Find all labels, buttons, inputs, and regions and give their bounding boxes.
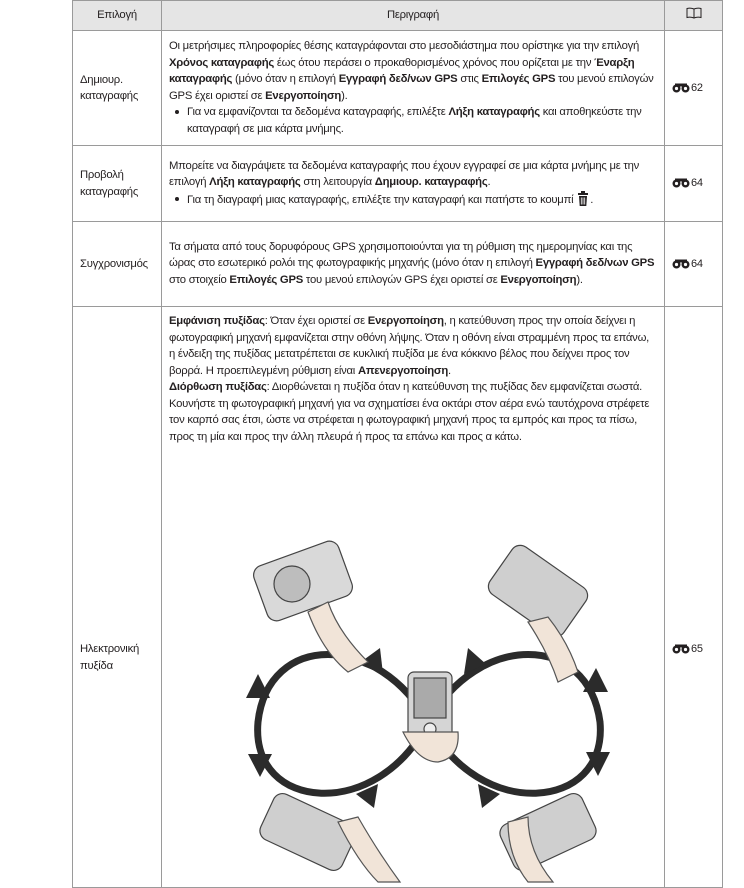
bold-run: Ενεργοποίηση [265, 89, 342, 102]
description-cell: Μπορείτε να διαγράψετε τα δεδομένα καταγ… [161, 145, 665, 222]
text-run: Για τη διαγραφή μιας καταγραφής, επιλέξτ… [187, 193, 577, 206]
bold-run: Λήξη καταγραφής [209, 176, 301, 189]
text-run: έως ότου περάσει ο προκαθορισμένος χρόνο… [273, 56, 595, 69]
option-cell: Δημιουρ. καταγραφής [72, 30, 162, 146]
bold-run: Λήξη καταγραφής [448, 106, 540, 118]
table-row: Δημιουρ. καταγραφής Οι μετρήσιμες πληροφο… [72, 30, 723, 146]
text-run: : Όταν έχει οριστεί σε [264, 315, 368, 327]
text-run: του μενού επιλογών GPS έχει οριστεί σε [303, 273, 501, 286]
bold-run: Διόρθωση πυξίδας [169, 381, 267, 393]
bold-run: Ενεργοποίηση [500, 273, 577, 286]
bold-run: Έναρξη καταγραφής [169, 56, 635, 86]
reference-cell: 62 [664, 30, 723, 146]
header-option: Επιλογή [72, 0, 162, 31]
table-row: Προβολή καταγραφής Μπορείτε να διαγράψετε… [72, 145, 723, 222]
text-run: Μπορείτε να διαγράψετε τα δεδομένα καταγ… [169, 159, 640, 189]
header-description: Περιγραφή [161, 0, 665, 31]
text-run: : Διορθώνεται η πυξίδα όταν η κατεύθυνση… [169, 381, 650, 443]
option-cell: Συγχρονισμός [72, 221, 162, 307]
bullet-paragraph: Για τη διαγραφή μιας καταγραφής, επιλέξτ… [169, 190, 657, 209]
bold-run: Εγγραφή δεδ/νων GPS [535, 257, 655, 270]
text-run: Τα σήματα από τους δορυφόρους GPS χρησιμ… [169, 240, 633, 270]
text-run: (μόνο όταν η επιλογή [232, 73, 339, 85]
paragraph: Διόρθωση πυξίδας: Διορθώνεται η πυξίδα ό… [169, 379, 657, 445]
text-run: . [448, 364, 451, 377]
option-cell: Ηλεκτρονική πυξίδα [72, 306, 162, 888]
book-icon [686, 7, 701, 19]
text-run: στη λειτουργία [300, 176, 375, 189]
paragraph: Μπορείτε να διαγράψετε τα δεδομένα καταγ… [169, 158, 657, 191]
reference-icon [672, 178, 690, 188]
text-run: . [590, 193, 594, 206]
reference-icon [672, 83, 690, 93]
reference-page: 64 [691, 257, 703, 270]
compass-calibration-illustration [246, 540, 610, 883]
header-row: Επιλογή Περιγραφή [72, 0, 723, 31]
bold-run: Χρόνος καταγραφής [169, 56, 274, 69]
paragraph: Εμφάνιση πυξίδας: Όταν έχει οριστεί σε Ε… [169, 313, 657, 379]
text-run: στο στοιχείο [169, 273, 230, 286]
text-run: του μενού επιλογών GPS έχει οριστεί σε [169, 73, 654, 102]
paragraph: Τα σήματα από τους δορυφόρους GPS χρησιμ… [169, 239, 657, 289]
bold-run: Εγγραφή δεδ/νων GPS [338, 73, 458, 85]
bold-run: Ενεργοποίηση [367, 315, 444, 327]
bullet-paragraph: Για να εμφανίζονται τα δεδομένα καταγραφ… [169, 104, 657, 137]
reference-cell: 64 [664, 221, 723, 307]
header-reference-icon [664, 0, 723, 31]
text-run: ). [341, 89, 348, 102]
text-run: , η κατεύθυνση προς την οποία δείχνει η … [169, 315, 650, 377]
bold-run: Απενεργοποίηση [357, 364, 449, 377]
description-cell: Οι μετρήσιμες πληροφορίες θέσης καταγράφ… [161, 30, 665, 146]
option-cell: Προβολή καταγραφής [72, 145, 162, 222]
reference-page: 62 [691, 81, 703, 94]
text-run: Οι μετρήσιμες πληροφορίες θέσης καταγράφ… [169, 40, 640, 52]
bold-run: Επιλογές GPS [229, 273, 304, 286]
reference-page: 65 [691, 643, 703, 655]
reference-cell: 65 [664, 306, 723, 888]
bold-run: Δημιουρ. καταγραφής [374, 176, 488, 189]
text-run: Για να εμφανίζονται τα δεδομένα καταγραφ… [187, 106, 449, 118]
reference-cell: 64 [664, 145, 723, 222]
table-row: Συγχρονισμός Τα σήματα από τους δορυφόρου… [72, 221, 723, 307]
reference-icon [672, 259, 690, 269]
reference-icon [672, 644, 690, 654]
bold-run: Επιλογές GPS [481, 73, 556, 85]
reference-page: 64 [691, 177, 703, 190]
paragraph: Οι μετρήσιμες πληροφορίες θέσης καταγράφ… [169, 38, 657, 104]
trash-icon [578, 190, 589, 206]
text-run: ). [576, 273, 583, 286]
bold-run: Εμφάνιση πυξίδας [169, 315, 265, 327]
description-cell: Τα σήματα από τους δορυφόρους GPS χρησιμ… [161, 221, 665, 307]
text-run: στις [457, 73, 482, 85]
text-run: και αποθηκεύστε την καταγραφή σε μια κάρ… [187, 106, 642, 135]
text-run: . [487, 176, 491, 189]
